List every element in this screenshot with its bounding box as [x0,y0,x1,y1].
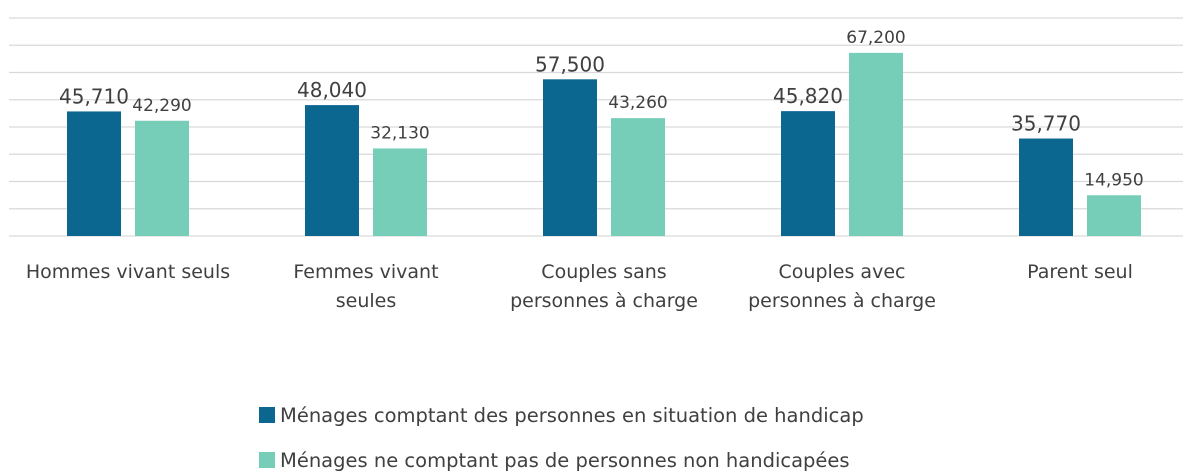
legend-label: Ménages ne comptant pas de personnes non… [280,449,850,472]
data-label: 45,820 [773,84,843,108]
data-label: 45,710 [59,84,129,108]
x-tick-label-box: Femmes vivant seules [293,261,439,312]
bar [543,79,597,236]
x-tick-label: Couples avec personnes à charge [748,261,936,312]
x-tick-label-box: Couples sans personnes à charge [510,261,698,312]
x-tick-label: Hommes vivant seuls [25,261,231,283]
x-tick-label: Parent seul [1027,261,1133,283]
bar [67,111,121,236]
x-tick-label: Femmes vivant seules [293,261,439,312]
x-tick-label-box: Hommes vivant seuls [25,261,231,283]
data-label: 67,200 [846,28,905,48]
data-label: 43,260 [608,93,667,113]
data-label: 35,770 [1011,112,1081,136]
x-tick-label: Couples sans personnes à charge [510,261,698,312]
bar [1019,138,1073,236]
data-label: 57,500 [535,52,605,76]
bar [1087,195,1141,236]
bar [781,111,835,236]
data-label: 32,130 [370,123,429,143]
data-label: 14,950 [1084,170,1143,190]
bar [611,118,665,236]
x-tick-label-box: Parent seul [1027,261,1133,283]
x-tick-label-box: Couples avec personnes à charge [748,261,936,312]
legend-label: Ménages comptant des personnes en situat… [280,404,864,427]
legend-swatch [259,407,275,423]
legend-swatch [259,452,275,468]
data-label: 48,040 [297,78,367,102]
bar [135,120,189,236]
data-label: 42,290 [132,96,191,116]
bar [373,148,427,236]
bar [305,105,359,236]
bar [849,52,903,236]
